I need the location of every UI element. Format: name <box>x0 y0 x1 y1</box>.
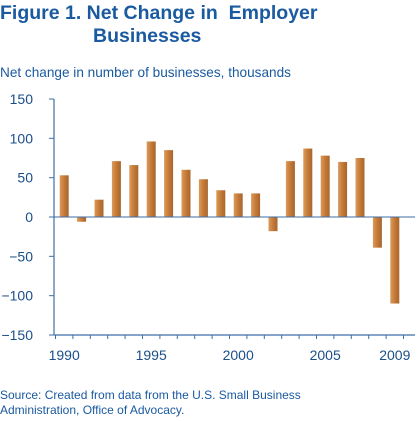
source-line-1: Source: Created from data from the U.S. … <box>0 388 301 402</box>
y-axis: 150 100 50 0 −50 −100 −150 <box>1 91 33 343</box>
bar-2009 <box>390 217 400 304</box>
bar-1999 <box>216 190 226 217</box>
bar-1990 <box>59 175 69 217</box>
bar-1994 <box>129 165 139 217</box>
y-tick-label: −50 <box>9 248 33 264</box>
x-tick-label: 2005 <box>310 347 341 363</box>
x-tick-label: 1990 <box>49 347 80 363</box>
bar-1998 <box>198 179 208 217</box>
bar-1997 <box>181 169 191 217</box>
bar-1995 <box>146 141 156 217</box>
source-note: Source: Created from data from the U.S. … <box>0 388 301 418</box>
axes <box>49 98 415 339</box>
x-axis: 1990 1995 2000 2005 2009 <box>49 347 411 363</box>
chart-title-line-1: Figure 1. Net Change in Employer <box>0 2 318 24</box>
y-tick-label: 100 <box>10 130 34 146</box>
bar-1993 <box>111 161 121 217</box>
y-axis-label: Net change in number of businesses, thou… <box>0 65 291 80</box>
bars <box>59 141 400 304</box>
bar-2005 <box>320 155 330 217</box>
bar-1991 <box>77 217 87 222</box>
y-tick-label: −150 <box>1 327 33 343</box>
x-tick-label: 1995 <box>136 347 167 363</box>
bar-2001 <box>251 193 261 217</box>
bar-1992 <box>94 199 104 217</box>
source-line-2: Administration, Office of Advocacy. <box>0 403 185 417</box>
y-tick-label: −100 <box>1 288 33 304</box>
bar-2008 <box>372 217 382 248</box>
x-tick-label: 2009 <box>379 347 410 363</box>
x-tick-label: 2000 <box>223 347 254 363</box>
y-tick-label: 50 <box>17 170 33 186</box>
chart-title-line-2: Businesses <box>93 25 202 47</box>
bar-2000 <box>233 193 243 217</box>
bar-2004 <box>303 148 313 217</box>
bar-2003 <box>285 161 295 217</box>
y-tick-label: 0 <box>25 209 33 225</box>
bar-2006 <box>338 161 348 217</box>
chart-title: Figure 1. Net Change in Employer Busines… <box>0 2 420 48</box>
bar-2007 <box>355 158 365 217</box>
bar-2002 <box>268 217 278 232</box>
y-tick-label: 150 <box>10 91 34 107</box>
bar-1996 <box>164 150 174 217</box>
